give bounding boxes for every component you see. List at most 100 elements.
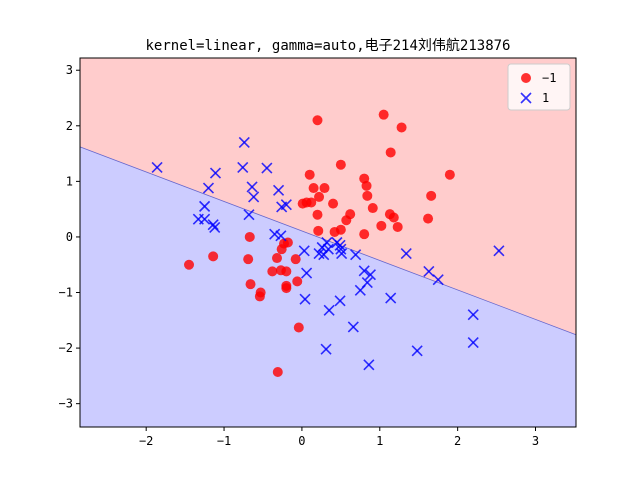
legend-label: −1 (542, 71, 556, 85)
plot-frame (79, 57, 577, 428)
data-point-pos1 (238, 136, 250, 149)
data-point-pos1 (248, 191, 260, 203)
series-pos1 (151, 136, 505, 371)
region-class-1 (80, 146, 576, 428)
data-point-pos1 (298, 245, 310, 257)
y-tick-label: 1 (66, 174, 73, 188)
data-point-pos1 (151, 161, 163, 174)
data-point-pos1 (207, 219, 219, 231)
data-point-pos1 (301, 267, 313, 279)
y-tick-label: 2 (66, 119, 73, 133)
data-point-neg1 (272, 366, 283, 377)
data-point-pos1 (276, 201, 288, 213)
data-point-neg1 (376, 220, 387, 231)
data-point-pos1 (358, 265, 370, 277)
data-point-neg1 (385, 147, 396, 158)
legend-marker-neg1 (521, 73, 531, 83)
data-point-neg1 (267, 266, 278, 277)
x-tick-label: −2 (139, 434, 153, 448)
data-point-pos1 (299, 293, 311, 305)
data-point-neg1 (275, 265, 286, 276)
x-tick-label: 2 (454, 434, 461, 448)
data-point-neg1 (314, 191, 325, 202)
data-point-neg1 (208, 251, 219, 262)
y-tick-label: −3 (59, 397, 73, 411)
data-point-pos1 (336, 248, 348, 260)
data-point-pos1 (209, 167, 222, 179)
data-point-neg1 (312, 115, 323, 126)
x-tick-label: 3 (532, 434, 539, 448)
data-point-neg1 (306, 197, 317, 208)
legend-label: 1 (542, 91, 549, 105)
data-point-neg1 (293, 322, 304, 333)
data-point-neg1 (396, 122, 407, 133)
data-point-neg1 (319, 183, 330, 194)
data-point-neg1 (313, 225, 324, 236)
y-tick-label: 0 (66, 230, 73, 244)
x-tick-label: −1 (217, 434, 231, 448)
data-point-pos1 (243, 209, 255, 221)
data-point-neg1 (297, 198, 308, 209)
data-point-neg1 (423, 213, 434, 224)
data-point-pos1 (350, 249, 362, 261)
data-point-pos1 (467, 309, 479, 321)
x-tick-label: 0 (298, 434, 305, 448)
axes: −2 −1 0 1 2 3 −3 −2 −1 0 1 2 3 (59, 57, 577, 448)
data-point-pos1 (199, 200, 211, 212)
data-point-pos1 (202, 182, 215, 194)
data-point-neg1 (329, 226, 340, 237)
data-point-neg1 (341, 215, 352, 226)
data-point-pos1 (209, 221, 221, 234)
y-tick-label: 3 (66, 63, 73, 77)
data-point-pos1 (246, 181, 258, 193)
data-point-neg1 (304, 169, 315, 180)
plot-area (79, 58, 577, 428)
data-point-pos1 (261, 162, 273, 174)
data-point-pos1 (364, 269, 377, 281)
data-point-neg1 (290, 254, 301, 265)
data-point-neg1 (244, 231, 255, 242)
chart-title: kernel=linear, gamma=auto,电子214刘伟航213876 (145, 38, 510, 54)
region-class-neg1 (80, 58, 576, 335)
legend: −11 (507, 63, 571, 111)
data-point-pos1 (334, 295, 346, 307)
data-point-pos1 (385, 292, 397, 304)
data-point-neg1 (292, 276, 303, 287)
data-point-neg1 (359, 229, 370, 240)
data-point-neg1 (426, 190, 437, 201)
data-point-neg1 (378, 109, 389, 120)
series-neg1 (184, 109, 455, 377)
data-point-pos1 (363, 359, 375, 371)
data-point-neg1 (444, 169, 455, 180)
data-point-neg1 (184, 259, 195, 270)
legend-marker-pos1 (520, 92, 532, 104)
data-point-neg1 (243, 254, 254, 265)
data-point-pos1 (199, 213, 211, 225)
data-point-neg1 (245, 279, 256, 290)
data-point-pos1 (411, 345, 423, 357)
data-point-pos1 (467, 336, 479, 349)
data-point-neg1 (312, 209, 323, 220)
data-point-neg1 (328, 198, 339, 209)
data-point-pos1 (237, 161, 249, 174)
data-point-neg1 (281, 283, 292, 294)
data-point-neg1 (271, 253, 282, 264)
data-point-pos1 (313, 248, 325, 260)
y-tick-label: −1 (59, 286, 73, 300)
data-point-pos1 (400, 248, 412, 260)
data-point-pos1 (432, 274, 444, 286)
data-point-pos1 (347, 321, 359, 333)
data-point-neg1 (367, 203, 378, 214)
data-point-neg1 (388, 212, 399, 223)
data-point-pos1 (275, 230, 287, 242)
data-point-neg1 (254, 291, 265, 302)
y-tick-label: −2 (59, 341, 73, 355)
data-point-neg1 (392, 221, 403, 232)
data-point-pos1 (354, 284, 366, 296)
data-point-neg1 (308, 183, 319, 194)
data-point-pos1 (323, 304, 335, 316)
data-point-neg1 (335, 159, 346, 170)
data-point-pos1 (335, 243, 347, 255)
data-point-pos1 (493, 245, 505, 257)
